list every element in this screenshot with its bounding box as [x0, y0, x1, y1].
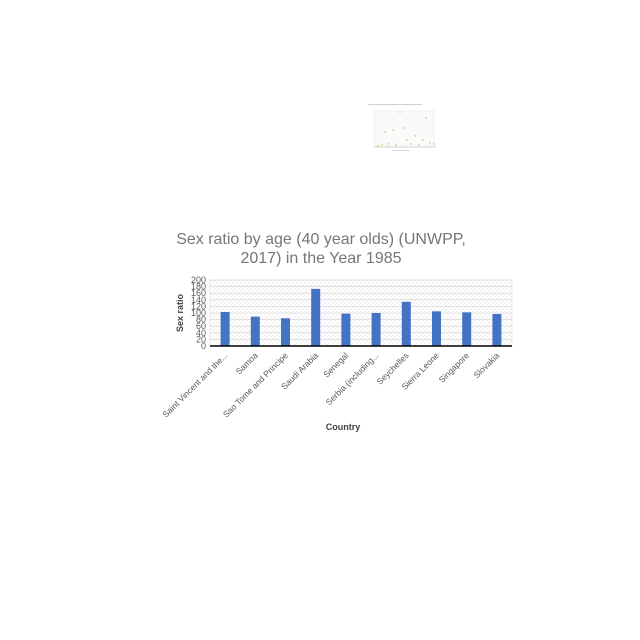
bar [492, 313, 502, 346]
thumbnail-chart [362, 100, 444, 154]
y-tick-label: 200 [191, 275, 206, 285]
y-tick-label: 140 [191, 295, 206, 305]
y-tick-label: 60 [196, 321, 206, 331]
y-tick-label: 0 [201, 341, 206, 351]
y-tick-label: 180 [191, 282, 206, 292]
bar [371, 313, 381, 346]
bar [281, 318, 290, 346]
y-tick-label: 80 [196, 315, 206, 325]
bar [462, 312, 472, 346]
bar [250, 316, 260, 346]
bars [220, 288, 502, 346]
y-tick-label: 40 [196, 328, 206, 338]
y-tick-label: 160 [191, 288, 206, 298]
y-tick-label: 100 [191, 308, 206, 318]
bar [432, 311, 441, 346]
bar [311, 288, 321, 346]
y-axis-title: Sex ratio [175, 293, 185, 332]
x-tick-label: Samoa [234, 350, 260, 376]
chart-title-line1: Sex ratio by age (40 year olds) (UNWPP, [176, 231, 466, 248]
x-tick-label: Saint Vincent and the... [160, 350, 229, 419]
chart-title-line2: 2017) in the Year 1985 [240, 250, 401, 267]
gridlines [210, 279, 512, 340]
x-tick-label: Senegal [321, 350, 350, 379]
bar [220, 312, 230, 346]
x-tick-label: Serbia (including... [324, 350, 381, 407]
y-tick-label: 120 [191, 301, 206, 311]
x-tick-label: Singapore [437, 350, 472, 385]
bar [401, 301, 411, 346]
bar [341, 313, 351, 346]
x-tick-label: Slovakia [472, 350, 502, 380]
x-axis-title: Country [326, 422, 361, 432]
y-tick-label: 20 [196, 334, 206, 344]
